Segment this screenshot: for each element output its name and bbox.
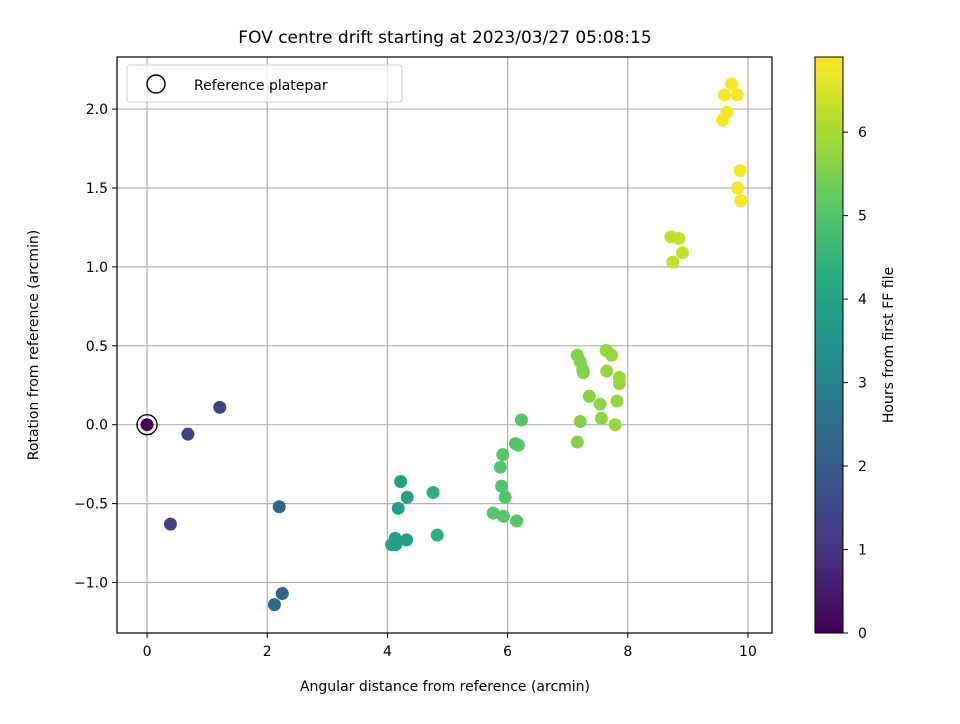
- data-point: [672, 231, 686, 245]
- data-point: [733, 164, 747, 178]
- data-point: [730, 88, 744, 102]
- legend-box: [126, 64, 403, 103]
- data-point: [140, 418, 154, 432]
- data-point: [486, 506, 500, 520]
- data-point: [593, 397, 607, 411]
- data-point: [582, 389, 596, 403]
- data-point: [510, 514, 524, 528]
- colorbar-tick-label: 5: [858, 209, 867, 225]
- colorbar-tick-label: 2: [858, 459, 867, 475]
- data-point: [511, 438, 525, 452]
- data-point: [493, 460, 507, 474]
- colorbar: [814, 56, 844, 634]
- data-point: [612, 377, 626, 391]
- data-point: [675, 246, 689, 260]
- data-points: [136, 77, 748, 612]
- data-point: [594, 411, 608, 425]
- y-tick-label: 1.0: [86, 260, 108, 276]
- data-point: [394, 475, 408, 489]
- data-point: [576, 366, 590, 380]
- y-tick-label: 1.5: [86, 181, 108, 197]
- data-point: [600, 364, 614, 378]
- x-tick-label: 0: [143, 644, 152, 660]
- colorbar-label: Hours from first FF file: [881, 267, 897, 423]
- data-point: [608, 418, 622, 432]
- data-point: [426, 486, 440, 500]
- reference-platepar-marker: [136, 413, 158, 436]
- data-point: [163, 517, 177, 531]
- data-point: [275, 587, 289, 601]
- y-tick-label: 0.0: [86, 418, 108, 434]
- legend-marker: [146, 74, 166, 94]
- data-point: [389, 538, 403, 552]
- data-point: [181, 427, 195, 441]
- data-point: [731, 181, 745, 195]
- x-tick-label: 6: [503, 644, 512, 660]
- data-point: [496, 509, 510, 523]
- x-tick-label: 10: [739, 644, 757, 660]
- data-point: [605, 348, 619, 362]
- data-point: [272, 500, 286, 514]
- colorbar-tick-label: 1: [858, 543, 867, 559]
- data-point: [267, 598, 281, 612]
- data-point: [610, 394, 624, 408]
- data-point: [213, 400, 227, 414]
- data-point: [400, 533, 414, 547]
- data-point: [496, 448, 510, 462]
- x-tick-label: 4: [383, 644, 392, 660]
- data-point: [430, 528, 444, 542]
- data-point: [514, 413, 528, 427]
- x-ticks: 0 2 4 6 8 10: [143, 633, 757, 660]
- y-ticks: −1.0 −0.5 0.0 0.5 1.0 1.5 2.0: [74, 102, 117, 592]
- legend: Reference platepar: [126, 64, 403, 103]
- grid-lines: [117, 57, 772, 633]
- data-point: [716, 113, 730, 127]
- y-tick-label: 0.5: [86, 339, 108, 355]
- data-point: [391, 501, 405, 515]
- data-point: [734, 194, 748, 208]
- y-axis-label: Rotation from reference (arcmin): [26, 230, 42, 460]
- data-point: [400, 490, 414, 504]
- data-point: [498, 490, 512, 504]
- colorbar-tick-label: 6: [858, 125, 867, 141]
- axes-frame: [116, 56, 773, 634]
- colorbar-ticks: 0 1 2 3 4 5 6: [843, 125, 867, 642]
- colorbar-tick-label: 3: [858, 376, 867, 392]
- y-tick-label: 2.0: [86, 102, 108, 118]
- x-tick-label: 2: [263, 644, 272, 660]
- data-point: [570, 435, 584, 449]
- x-axis-label: Angular distance from reference (arcmin): [300, 679, 590, 695]
- data-point: [725, 77, 739, 91]
- chart-title: FOV centre drift starting at 2023/03/27 …: [238, 28, 651, 48]
- data-point: [718, 88, 732, 102]
- y-tick-label: −1.0: [74, 576, 108, 592]
- x-tick-label: 8: [623, 644, 632, 660]
- data-point: [495, 479, 509, 493]
- data-point: [666, 255, 680, 269]
- colorbar-tick-label: 4: [858, 292, 867, 308]
- y-tick-label: −0.5: [74, 497, 108, 513]
- data-point: [573, 415, 587, 429]
- legend-label: Reference platepar: [194, 78, 328, 94]
- colorbar-tick-label: 0: [858, 626, 867, 642]
